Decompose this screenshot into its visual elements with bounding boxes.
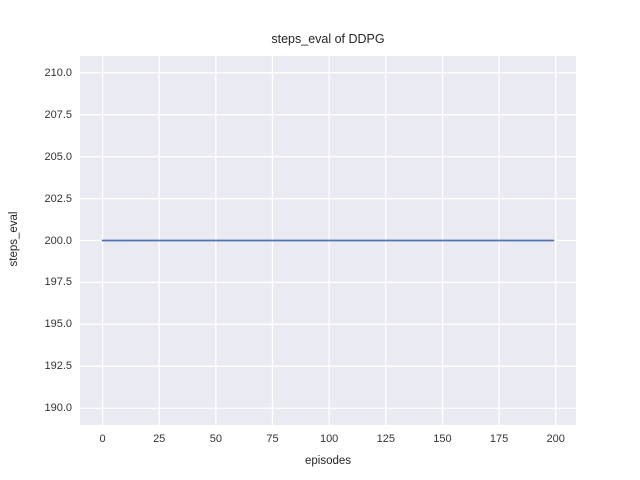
x-axis-label: episodes (304, 455, 352, 467)
y-tick-label: 197.5 (44, 276, 72, 289)
y-tick-label: 192.5 (44, 360, 72, 373)
y-tick-label: 210.0 (44, 66, 72, 79)
x-tick-label: 150 (433, 433, 452, 445)
y-tick-label: 205.0 (44, 150, 72, 163)
x-tick-label: 50 (209, 433, 222, 445)
y-tick-label: 207.5 (44, 108, 72, 121)
x-tick-label: 125 (376, 433, 395, 445)
x-tick-label: 200 (546, 433, 565, 445)
x-tick-label: 100 (319, 433, 339, 445)
x-tick-label: 75 (266, 433, 279, 445)
y-tick-label: 190.0 (44, 402, 72, 415)
x-tick-label: 0 (99, 433, 106, 445)
chart-title: steps_eval of DDPG (271, 32, 385, 46)
x-tick-label: 175 (489, 433, 509, 445)
y-tick-label: 195.0 (44, 318, 72, 331)
x-tick-label: 25 (153, 433, 166, 445)
y-tick-label: 200.0 (44, 234, 72, 247)
y-tick-label: 202.5 (44, 192, 72, 205)
